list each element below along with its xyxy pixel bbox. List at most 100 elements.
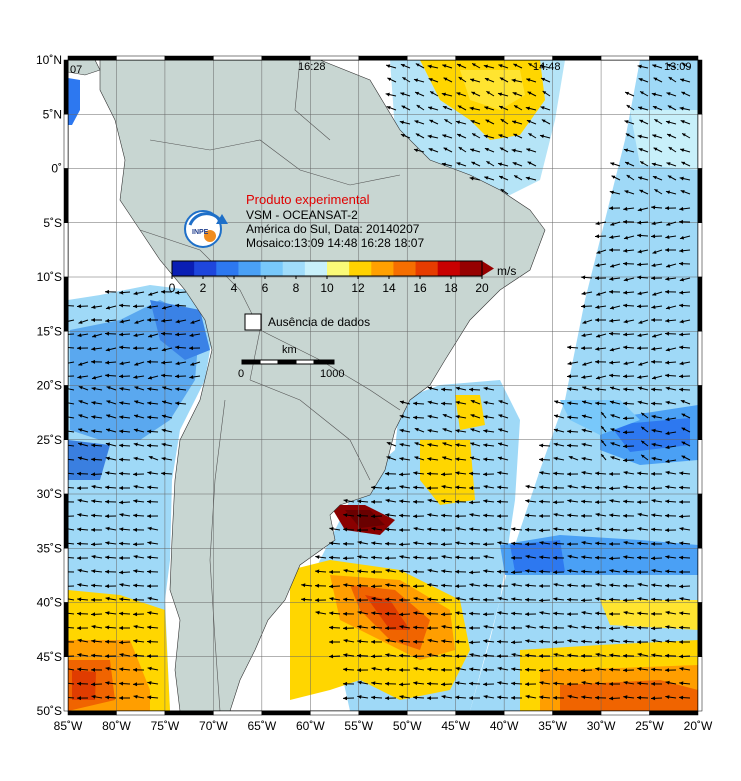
wind-arrow-head <box>105 596 110 601</box>
wind-arrow-head <box>541 119 546 123</box>
wind-arrow-head <box>413 569 418 574</box>
wind-arrow-head <box>511 148 516 153</box>
wind-arrow-head <box>175 401 180 406</box>
wind-arrow-head <box>679 695 684 700</box>
wind-arrow-head <box>581 625 586 630</box>
wind-arrow-head <box>469 626 473 630</box>
wind-arrow <box>68 682 75 685</box>
wind-arrow-head <box>610 264 615 268</box>
lon-label: 50˚W <box>393 719 422 733</box>
wind-arrow-head <box>402 77 407 81</box>
wind-arrow-head <box>471 161 476 165</box>
wind-arrow-head <box>497 596 502 601</box>
wind-arrow-head <box>161 428 166 433</box>
wind-arrow-head <box>441 612 446 617</box>
wind-arrow-head <box>609 360 614 365</box>
wind-arrow-head <box>441 162 446 167</box>
wind-arrow-head <box>77 638 82 643</box>
wind-arrow-head <box>91 443 96 448</box>
wind-arrow-head <box>668 147 673 151</box>
wind-arrow-head <box>567 542 572 547</box>
wind-arrow-head <box>581 695 586 700</box>
wind-arrow-head <box>567 554 572 559</box>
wind-arrow-head <box>385 527 390 532</box>
wind-arrow-head <box>667 133 672 138</box>
wind-arrow-head <box>679 625 684 630</box>
wind-arrow-head <box>623 303 628 308</box>
lat-label: 10˚N <box>36 53 62 67</box>
wind-arrow-head <box>119 611 124 616</box>
wind-arrow-head <box>161 305 167 310</box>
wind-arrow <box>68 402 75 405</box>
wind-arrow-head <box>399 442 404 447</box>
wind-arrow-head <box>469 681 474 686</box>
wind-arrow-head <box>498 414 503 418</box>
colorbar-tick-label: 0 <box>169 281 176 295</box>
wind-arrow-head <box>357 583 362 588</box>
wind-arrow-head <box>105 666 110 671</box>
wind-arrow-head <box>595 359 600 364</box>
wind-arrow-head <box>623 277 628 282</box>
wind-arrow-head <box>91 499 96 504</box>
wind-arrow-head <box>147 443 152 448</box>
wind-arrow-head <box>399 513 404 518</box>
wind-arrow-head <box>385 541 390 546</box>
wind-arrow-head <box>441 653 446 658</box>
wind-arrow-head <box>652 334 657 338</box>
wind-arrow-head <box>539 499 544 504</box>
wind-arrow-head <box>665 248 669 252</box>
wind-arrow-head <box>623 361 628 366</box>
wind-arrow-head <box>581 275 586 280</box>
wind-arrow-head <box>399 400 405 405</box>
wind-arrow-head <box>469 176 474 181</box>
wind-arrow-head <box>679 541 684 546</box>
wind-arrow-head <box>651 513 656 518</box>
wind-arrow-head <box>385 568 390 573</box>
wind-arrow-head <box>399 639 404 644</box>
wind-arrow-head <box>581 513 586 518</box>
colorbar-tick-label: 14 <box>382 281 396 295</box>
map-frame <box>63 55 703 716</box>
wind-arrow-head <box>147 401 152 406</box>
wind-arrow-head <box>679 345 684 350</box>
wind-arrow-head <box>665 190 671 195</box>
wind-arrow-head <box>399 528 403 532</box>
wind-arrow-head <box>539 485 544 490</box>
wind-arrow-head <box>595 305 600 309</box>
wind-arrow-head <box>526 148 531 152</box>
wind-arrow-head <box>553 471 558 476</box>
wind-arrow-head <box>623 555 628 560</box>
wind-arrow-head <box>399 612 404 617</box>
wind-arrow-head <box>595 667 600 672</box>
wind-arrow-head <box>483 612 488 617</box>
wind-arrow-head <box>399 624 404 629</box>
wind-arrow-head <box>371 569 376 574</box>
wind-arrow-head <box>665 569 670 574</box>
wind-arrow-head <box>133 428 139 433</box>
wind-arrow-head <box>637 64 642 69</box>
wind-arrow-head <box>147 695 152 700</box>
wind-arrow-head <box>119 512 124 517</box>
wind-arrow-head <box>385 696 390 701</box>
wind-arrow-head <box>399 428 404 433</box>
wind-arrow-head <box>175 303 180 308</box>
wind-arrow-head <box>469 652 474 657</box>
wind-arrow-head <box>175 290 180 295</box>
wind-arrow-head <box>357 610 362 615</box>
wind-arrow-head <box>385 597 390 602</box>
wind-arrow-head <box>315 569 320 574</box>
wind-arrow-head <box>665 513 670 518</box>
wind-arrow-head <box>596 250 601 254</box>
wind-arrow-head <box>581 456 586 461</box>
wind-arrow-head <box>497 654 502 659</box>
wind-arrow-head <box>497 92 503 97</box>
wind-arrow-head <box>511 611 516 616</box>
wind-arrow <box>68 612 75 615</box>
wind-arrow-head <box>91 612 96 617</box>
wind-arrow-head <box>329 596 334 601</box>
wind-arrow-head <box>681 441 686 445</box>
wind-arrow-head <box>638 320 643 324</box>
wind-arrow-head <box>77 583 82 587</box>
wind-arrow-head <box>357 499 362 504</box>
wind-arrow-head <box>581 528 586 533</box>
